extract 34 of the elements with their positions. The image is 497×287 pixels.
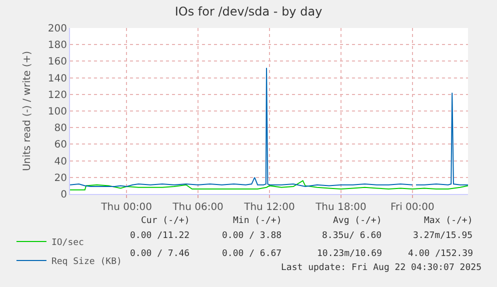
legend-label: IO/sec — [51, 238, 84, 248]
line-series — [70, 180, 468, 190]
x-tick-label: Thu 06:00 — [172, 202, 224, 213]
x-tick-label: Thu 12:00 — [243, 202, 295, 213]
y-tick-label: 100 — [48, 106, 67, 118]
y-tick-label: 20 — [54, 172, 67, 184]
x-tick-label: Fri 00:00 — [390, 202, 434, 213]
y-tick-label: 120 — [48, 90, 67, 101]
text: Cur (-/+) — [141, 216, 190, 226]
y-tick-label: 180 — [48, 40, 67, 52]
x-tick-label: Thu 18:00 — [314, 202, 366, 213]
chart-title: IOs for /dev/sda - by day — [174, 4, 322, 18]
y-tick-label: 40 — [54, 156, 67, 168]
y-tick-label: 200 — [48, 24, 67, 34]
y-tick-label: 0 — [60, 190, 67, 200]
text: Min (-/+) — [233, 216, 282, 226]
y-tick-label: 140 — [48, 73, 67, 84]
legend-label: Req Size (KB) — [51, 257, 122, 268]
y-tick-label: 60 — [54, 140, 67, 151]
text: 0.00 /11.22 — [130, 231, 190, 241]
y-tick-label: 80 — [54, 123, 67, 134]
text: 4.00 /152.39 — [408, 249, 474, 259]
text: Last update: Fri Aug 22 04:30:07 2025 — [281, 263, 482, 273]
x-tick-label: Thu 00:00 — [100, 202, 152, 213]
text: Max (-/+) — [424, 216, 473, 226]
y-axis-title: Units read (-) / write (+) — [22, 50, 33, 172]
y-tick-label: 160 — [48, 56, 67, 68]
text: 10.23m/10.69 — [317, 249, 382, 259]
text: 0.00 / 3.88 — [222, 231, 282, 241]
text: Avg (-/+) — [333, 216, 382, 226]
text: 8.35u/ 6.60 — [322, 231, 382, 241]
text: 0.00 / 6.67 — [222, 249, 282, 259]
text: 3.27m/15.95 — [413, 231, 473, 241]
text: 0.00 / 7.46 — [130, 249, 190, 259]
